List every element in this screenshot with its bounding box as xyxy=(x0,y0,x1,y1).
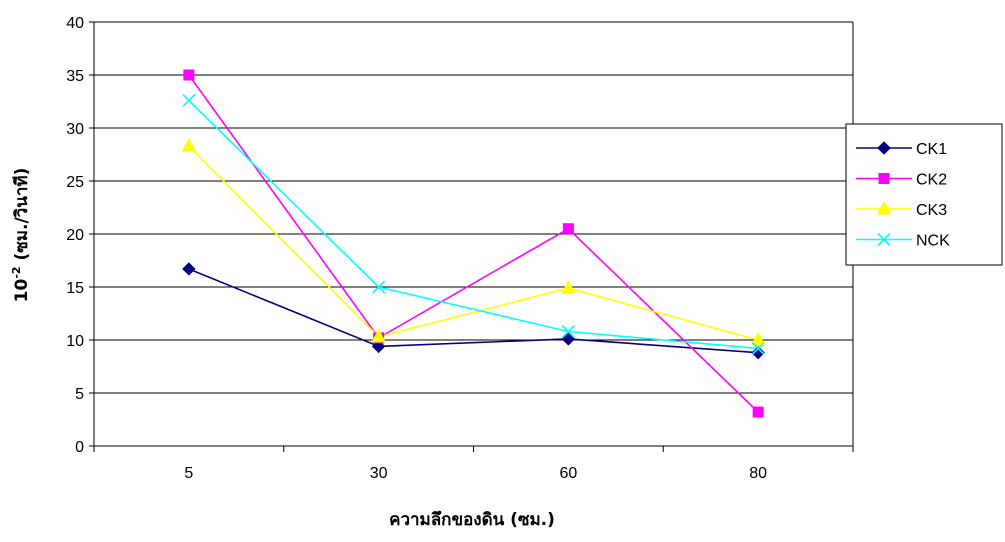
data-point-ck2 xyxy=(562,223,574,235)
series-line-ck1 xyxy=(188,268,759,354)
x-axis-title: ความลึกของดิน (ซม.) xyxy=(389,510,555,530)
x-tick-labels: 5 30 60 80 xyxy=(184,465,767,482)
y-tick-label: 10 xyxy=(66,333,84,350)
y-axis-title-unit: (ซม./วินาที) xyxy=(11,168,32,267)
legend-marker-nck xyxy=(877,232,891,247)
data-point-ck3 xyxy=(371,328,386,343)
legend-label-ck1: CK1 xyxy=(916,141,947,158)
data-point-nck xyxy=(561,324,575,339)
legend-marker-ck3 xyxy=(876,200,892,215)
axes xyxy=(89,21,854,452)
y-tick-label: 25 xyxy=(66,174,84,191)
series-line-ck2 xyxy=(188,74,759,413)
y-tick-label: 20 xyxy=(66,227,84,244)
y-axis-title: 10-2 (ซม./วินาที) xyxy=(10,168,32,303)
y-tick-label: 30 xyxy=(66,121,84,138)
data-point-nck-stroke xyxy=(372,280,386,294)
legend-marker-nck-stroke xyxy=(877,232,891,247)
x-tick-label: 80 xyxy=(749,465,767,482)
legend-marker-ck2 xyxy=(878,173,890,184)
data-point-ck2 xyxy=(752,406,764,418)
x-tick-label: 30 xyxy=(370,465,388,482)
data-point-nck xyxy=(372,280,386,294)
data-point-ck3 xyxy=(181,137,197,152)
y-tick-label: 5 xyxy=(75,386,84,403)
data-point-ck1 xyxy=(182,262,196,276)
data-point-ck3 xyxy=(561,280,576,294)
x-tick-label: 60 xyxy=(559,465,577,482)
legend-label-ck3: CK3 xyxy=(916,202,947,219)
data-point-ck2 xyxy=(183,69,195,81)
data-point-nck xyxy=(182,93,196,108)
series-line-ck3 xyxy=(188,145,759,341)
legend: CK1 CK2 CK3 NCK xyxy=(845,123,1003,266)
y-tick-label: 35 xyxy=(66,68,84,85)
series-line-nck xyxy=(188,99,759,350)
y-tick-label: 40 xyxy=(66,15,84,32)
legend-marker-ck1 xyxy=(877,141,891,155)
y-tick-labels: 0 5 10 15 20 25 30 35 40 xyxy=(66,15,84,456)
data-point-ck1 xyxy=(751,346,765,360)
x-tick-label: 5 xyxy=(184,465,193,482)
data-point-nck-stroke xyxy=(751,341,765,356)
y-tick-label: 15 xyxy=(66,280,84,297)
y-axis-title-base: 10 xyxy=(12,279,32,303)
data-point-ck1 xyxy=(561,332,576,346)
legend-label-nck: NCK xyxy=(916,233,950,250)
legend-label-ck2: CK2 xyxy=(916,172,947,189)
y-axis-title-exponent: -2 xyxy=(10,266,23,278)
y-tick-label: 0 xyxy=(75,439,84,456)
series-lines xyxy=(188,74,759,413)
data-point-nck-stroke xyxy=(182,93,196,108)
grid-lines xyxy=(94,21,853,394)
series-points xyxy=(181,69,766,418)
data-point-nck xyxy=(751,341,765,356)
data-point-ck3 xyxy=(750,331,766,346)
data-point-nck-stroke xyxy=(561,324,575,339)
